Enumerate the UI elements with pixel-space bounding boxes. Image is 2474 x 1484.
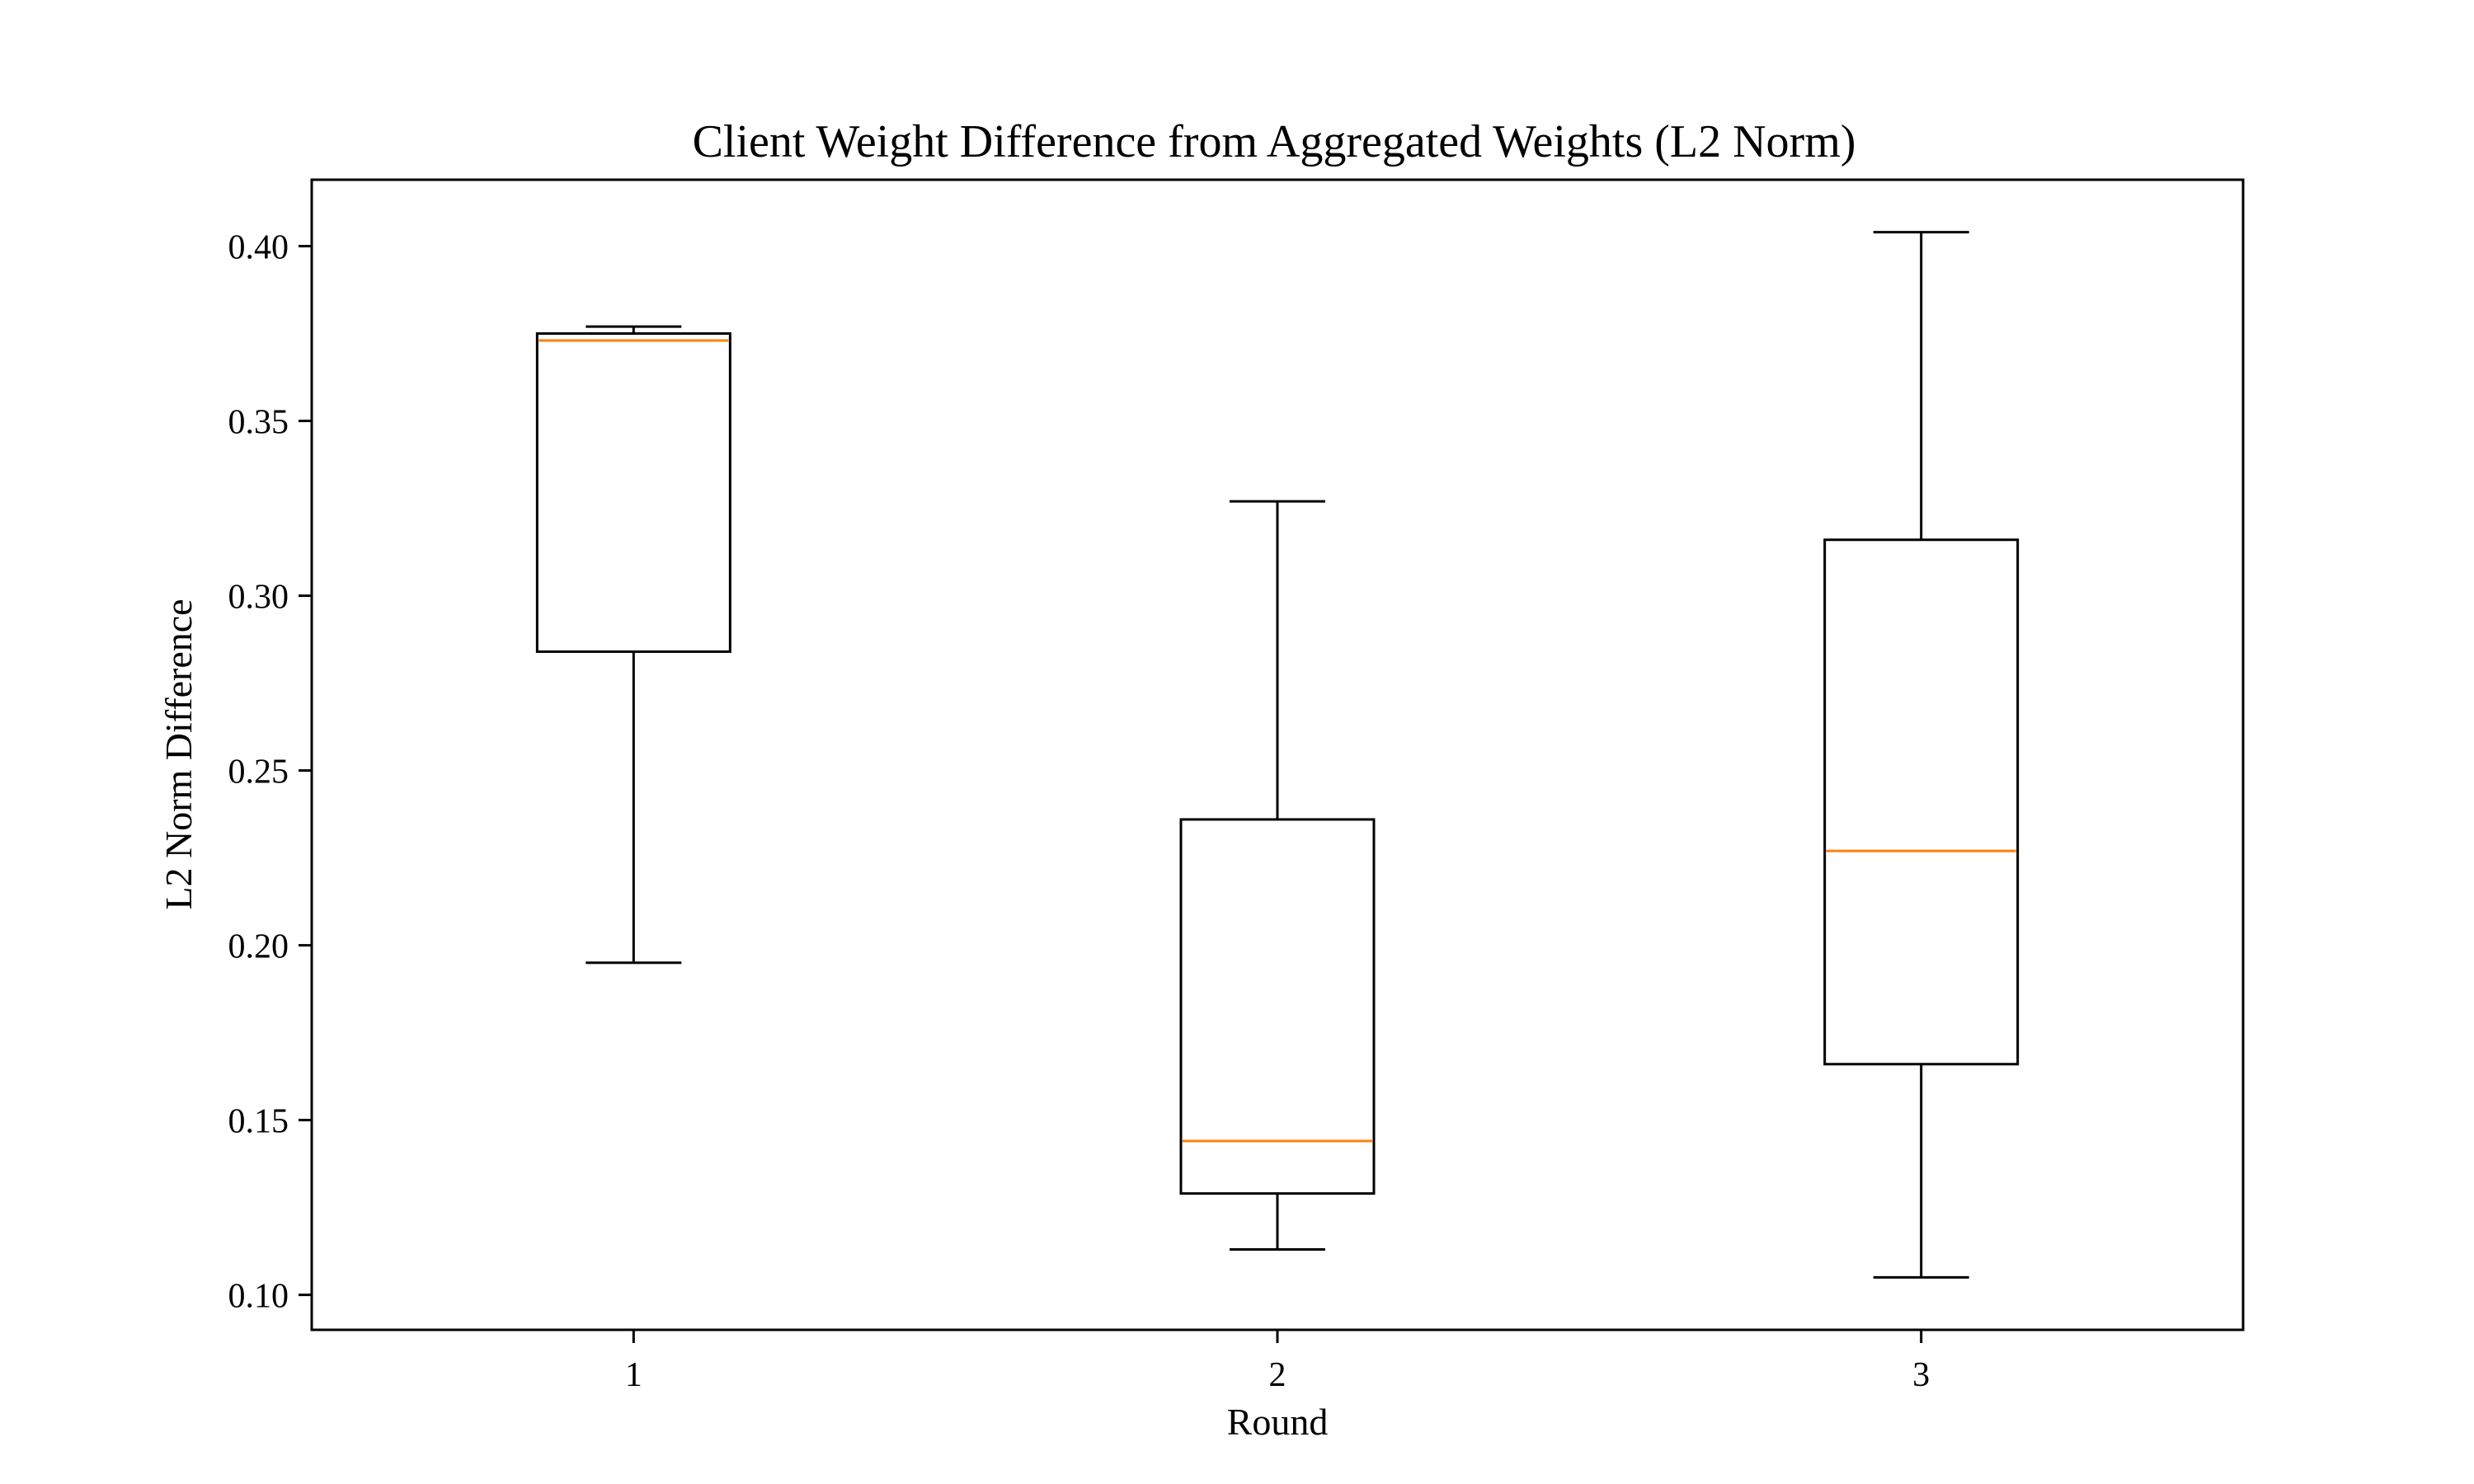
iqr-box bbox=[1823, 538, 2020, 1066]
x-axis: 1 2 3 bbox=[625, 1330, 1930, 1394]
box-round-3 bbox=[1823, 231, 2020, 1279]
x-axis-label: Round bbox=[1227, 1401, 1329, 1443]
x-tick-label: 1 bbox=[625, 1356, 642, 1394]
iqr-box bbox=[535, 332, 731, 653]
y-tick-label: 0.30 bbox=[228, 579, 289, 617]
y-tick-label: 0.40 bbox=[228, 229, 289, 267]
x-tick-label: 2 bbox=[1269, 1356, 1286, 1394]
y-axis-label: L2 Norm Difference bbox=[158, 599, 200, 909]
iqr-box bbox=[1179, 818, 1376, 1195]
y-tick-label: 0.20 bbox=[228, 928, 289, 966]
box-round-2 bbox=[1179, 500, 1376, 1251]
y-tick-label: 0.15 bbox=[228, 1103, 289, 1141]
x-tick-label: 3 bbox=[1912, 1356, 1930, 1394]
chart-title: Client Weight Difference from Aggregated… bbox=[693, 116, 1856, 167]
y-tick-label: 0.35 bbox=[228, 404, 289, 442]
plot-frame bbox=[310, 178, 2245, 1331]
boxes-layer bbox=[535, 231, 2020, 1279]
y-axis: 0.10 0.15 0.20 0.25 0.30 0.35 0.40 bbox=[228, 229, 312, 1316]
y-tick-label: 0.25 bbox=[228, 754, 289, 791]
y-tick-label: 0.10 bbox=[228, 1278, 289, 1316]
box-round-1 bbox=[535, 325, 731, 965]
